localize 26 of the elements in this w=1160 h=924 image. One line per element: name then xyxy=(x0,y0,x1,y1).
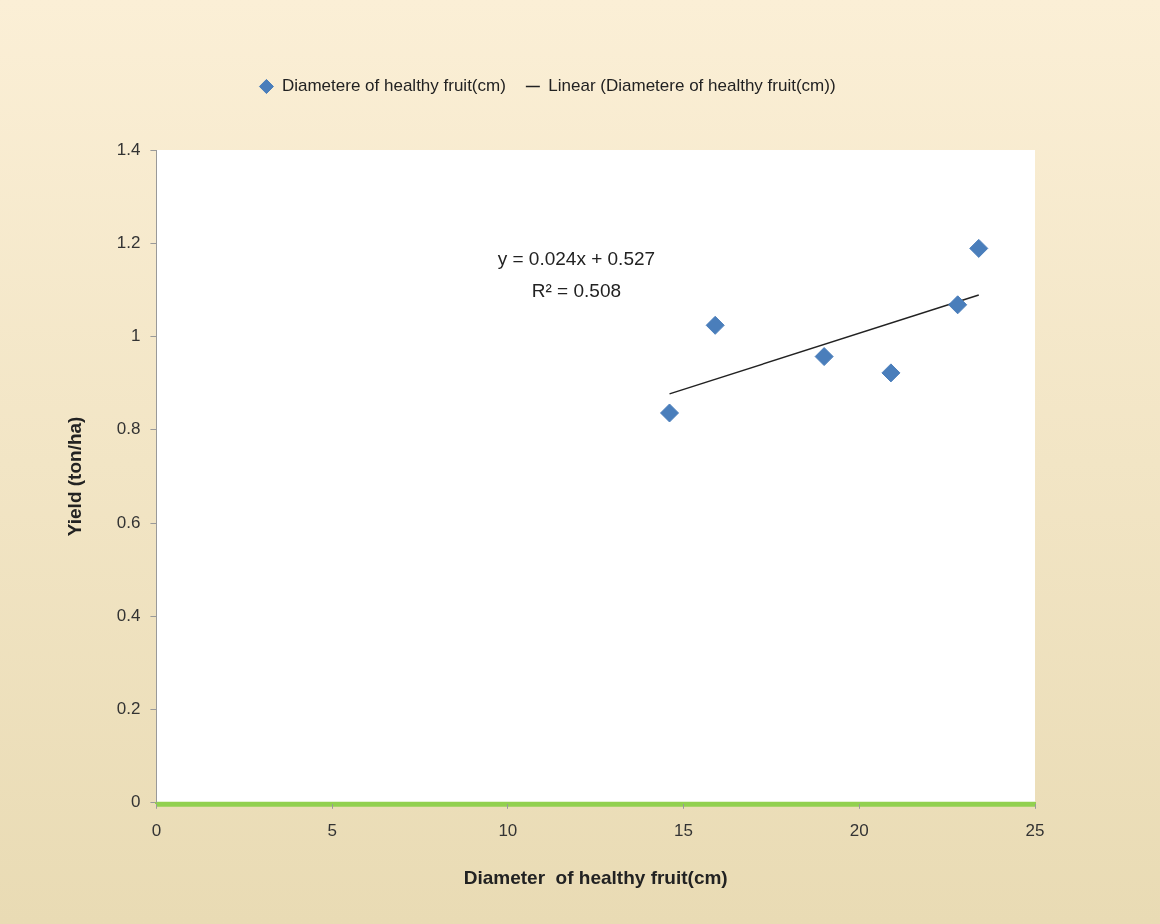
x-tick-label: 0 xyxy=(151,820,162,840)
point xyxy=(705,315,725,335)
y-tick-label: 1.2 xyxy=(116,232,141,252)
y-tick-label: 0.8 xyxy=(116,419,141,439)
annotation: y = 0.024x + 0.527 xyxy=(497,248,656,270)
point xyxy=(814,347,834,367)
y-tick-label: 0.2 xyxy=(116,699,141,719)
legend-label: Linear (Diametere of healthy fruit(cm)) xyxy=(548,76,836,96)
x-tick-label: 15 xyxy=(674,820,694,840)
y-tick-label: 1.4 xyxy=(116,139,141,159)
x-tick-label: 25 xyxy=(1025,820,1045,840)
point xyxy=(660,403,680,423)
legend-label: Diametere of healthy fruit(cm) xyxy=(281,76,506,96)
annotation: R² = 0.508 xyxy=(531,280,622,302)
x-axis-title: Diameter of healthy fruit(cm) xyxy=(463,866,728,888)
y-axis-title: Yield (ton/ha) xyxy=(63,416,85,537)
y-tick-label: 1 xyxy=(130,326,141,346)
y-tick-label: 0.4 xyxy=(116,605,141,625)
x-tick-label: 20 xyxy=(849,820,869,840)
y-tick-label: 0 xyxy=(130,792,141,812)
point xyxy=(969,238,989,258)
x-tick-label: 10 xyxy=(498,820,518,840)
y-tick-label: 0.6 xyxy=(116,512,141,532)
point xyxy=(948,295,968,315)
x-tick-label: 5 xyxy=(327,820,337,840)
point xyxy=(881,363,901,383)
